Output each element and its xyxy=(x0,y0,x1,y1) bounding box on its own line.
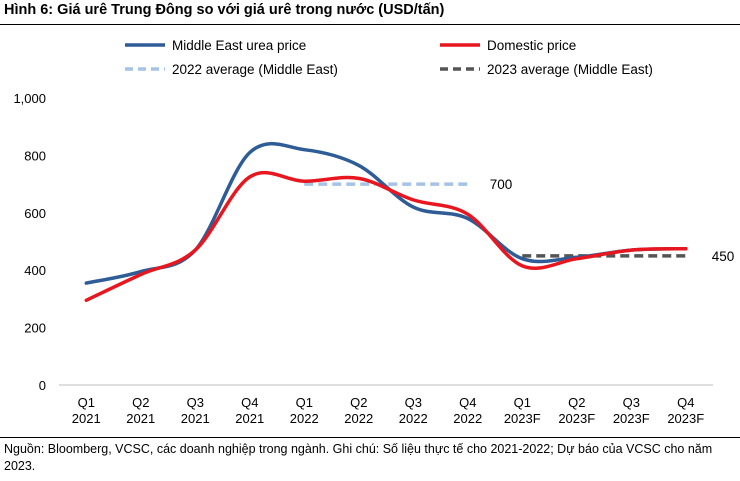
source-note: Nguồn: Bloomberg, VCSC, các doanh nghiệp… xyxy=(4,442,713,473)
x-tick-label: Q3 2021 xyxy=(181,395,210,426)
legend-label: Domestic price xyxy=(487,38,576,53)
x-tick-label: Q2 2022 xyxy=(344,395,373,426)
x-tick-label: Q4 2022 xyxy=(453,395,482,426)
legend-label: 2023 average (Middle East) xyxy=(487,62,653,77)
x-tick-label: Q1 2021 xyxy=(72,395,101,426)
legend-label: Middle East urea price xyxy=(172,38,306,53)
title-divider xyxy=(0,24,740,25)
series-2023-average-label: 450 xyxy=(712,249,735,264)
source-divider xyxy=(0,437,740,438)
legend-item-middle-east: Middle East urea price xyxy=(125,38,306,53)
x-tick-label: Q2 2023F xyxy=(558,395,595,426)
x-tick-label: Q2 2021 xyxy=(126,395,155,426)
legend-item-2023-average: 2023 average (Middle East) xyxy=(440,62,653,77)
x-tick-label: Q4 2023F xyxy=(667,395,704,426)
series-domestic-line xyxy=(84,170,688,303)
line-chart: Middle East urea price Domestic price 2022… xyxy=(13,38,735,426)
x-tick-label: Q1 2022 xyxy=(290,395,319,426)
y-tick-label: 200 xyxy=(24,321,46,336)
x-tick-label: Q4 2021 xyxy=(235,395,264,426)
y-tick-label: 800 xyxy=(24,148,46,163)
legend-item-2022-average: 2022 average (Middle East) xyxy=(125,62,338,77)
legend-label: 2022 average (Middle East) xyxy=(172,62,338,77)
legend: Middle East urea price Domestic price 2022… xyxy=(125,38,653,77)
chart-title: Hình 6: Giá urê Trung Đông so với giá ur… xyxy=(4,2,445,18)
x-tick-label: Q3 2022 xyxy=(399,395,428,426)
y-axis: 0 200 400 600 800 1,000 xyxy=(13,91,46,393)
y-tick-label: 600 xyxy=(24,206,46,221)
y-tick-label: 400 xyxy=(24,263,46,278)
series-2022-average-label: 700 xyxy=(490,177,513,192)
x-axis: Q1 2021 Q2 2021 Q3 2021 Q4 2021 Q1 2022 Q2 2022 Q3 20… xyxy=(59,384,713,426)
x-tick-label: Q3 2023F xyxy=(613,395,650,426)
y-tick-label: 1,000 xyxy=(13,91,46,106)
series-layer: 700 450 xyxy=(84,141,735,303)
x-tick-label: Q1 2023F xyxy=(504,395,541,426)
legend-item-domestic: Domestic price xyxy=(440,38,576,53)
y-tick-label: 0 xyxy=(39,378,46,393)
